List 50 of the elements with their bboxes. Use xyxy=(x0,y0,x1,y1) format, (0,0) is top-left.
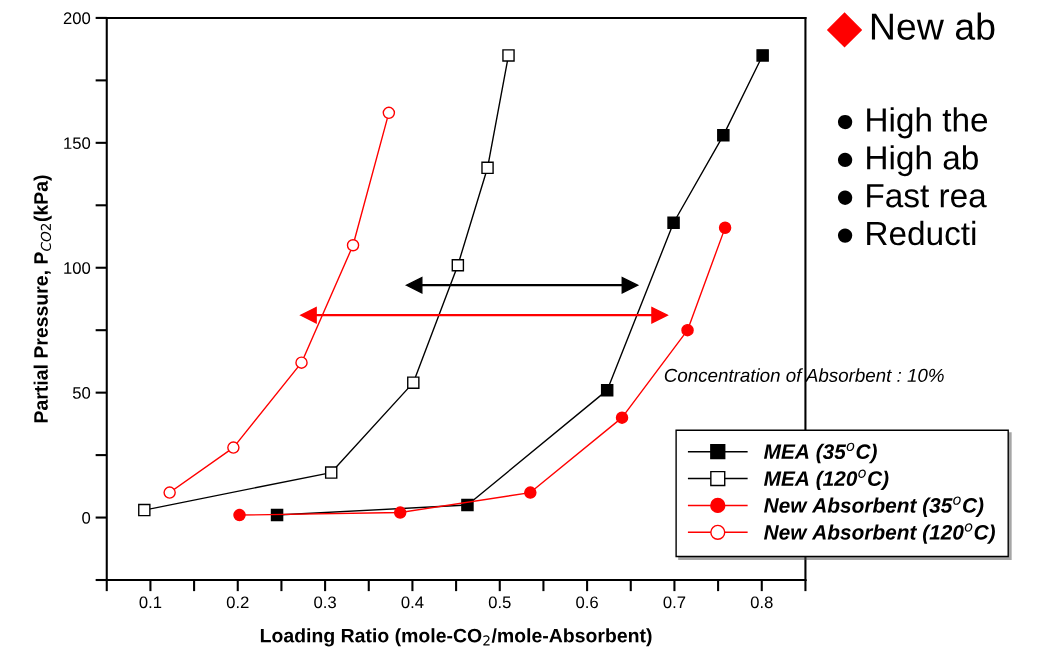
x-tick-label: 0.7 xyxy=(663,596,686,609)
point xyxy=(138,503,151,517)
text: ● Fast rea xyxy=(837,184,987,208)
x-tick-label: 0.4 xyxy=(401,596,424,609)
annotation: Concentration of Absorbent : 10% xyxy=(664,368,944,382)
y-axis-title: Partial Pressure, P$_{CO2}$(kPa) xyxy=(33,175,52,423)
point xyxy=(227,441,240,454)
point xyxy=(382,106,396,120)
point xyxy=(163,486,176,499)
point xyxy=(393,506,407,519)
point xyxy=(407,376,420,389)
y-tick-label: 200 xyxy=(63,12,91,25)
x-axis-title: Loading Ratio (mole-CO$_{2}$/mole-Absorbent) xyxy=(260,628,652,647)
point xyxy=(621,276,639,294)
x-tick-label: 0.3 xyxy=(314,596,336,609)
point xyxy=(524,486,537,499)
point xyxy=(615,411,629,424)
x-tick-label: 0.2 xyxy=(226,596,249,609)
point xyxy=(233,508,246,522)
legend-label: MEA (35$^{o}$C) xyxy=(763,442,877,464)
x-tick-label: 0.6 xyxy=(576,596,598,609)
point xyxy=(718,221,732,235)
point xyxy=(600,383,614,397)
point xyxy=(346,239,360,252)
text: ● High the xyxy=(837,107,988,139)
point xyxy=(756,49,769,62)
text: ● High ab xyxy=(837,145,978,177)
point xyxy=(481,161,494,175)
text: ● Reducti xyxy=(837,220,976,246)
x-tick-label: 0.8 xyxy=(750,596,773,609)
text: New ab xyxy=(871,12,995,40)
y-tick-label: 100 xyxy=(64,262,91,274)
point xyxy=(667,216,680,230)
x-tick-label: 0.5 xyxy=(488,596,511,609)
legend-label: MEA (120$^{o}$C) xyxy=(763,469,889,491)
point xyxy=(681,323,694,337)
point xyxy=(717,129,730,142)
point xyxy=(405,276,423,294)
y-tick-label: 150 xyxy=(64,137,91,150)
point xyxy=(451,258,465,272)
point xyxy=(324,466,338,479)
point xyxy=(295,356,308,369)
point xyxy=(300,306,317,324)
legend-label: New Absorbent (35$^{o}$C) xyxy=(763,496,984,517)
point xyxy=(651,306,668,324)
y-tick-label: 0 xyxy=(82,511,91,524)
y-tick-label: 50 xyxy=(72,387,91,399)
legend-label: New Absorbent (120$^{o}$C) xyxy=(763,523,995,544)
x-tick-label: 0.1 xyxy=(139,596,162,609)
point xyxy=(502,49,515,62)
